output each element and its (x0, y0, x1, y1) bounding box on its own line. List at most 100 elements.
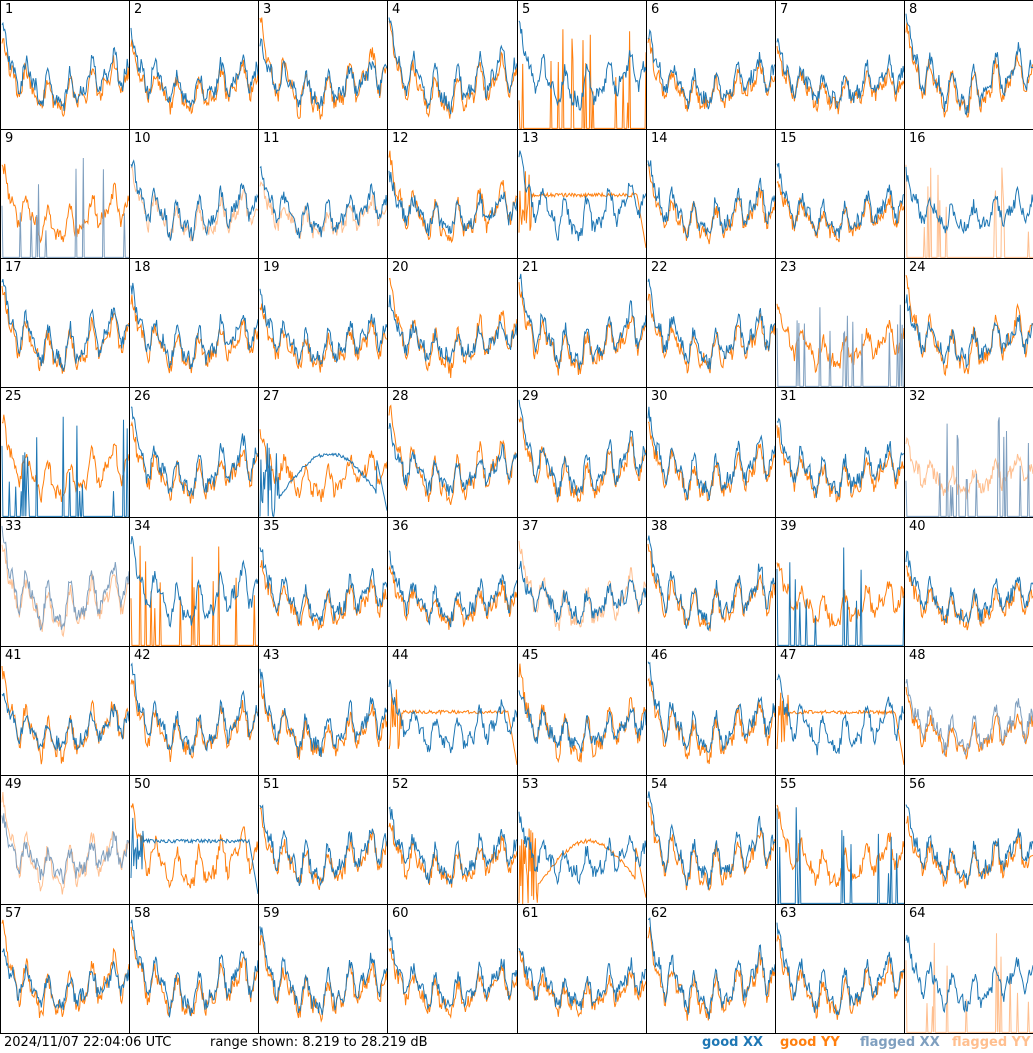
panel-2: 2 (129, 0, 259, 130)
panel-11-yy-trace (259, 181, 387, 240)
panel-label: 11 (263, 131, 280, 146)
panel-51-xx-trace (259, 804, 387, 887)
panel-label: 8 (909, 2, 918, 17)
panel-31-yy-trace (776, 425, 904, 503)
panel-label: 33 (5, 519, 22, 534)
panel-label: 64 (909, 906, 926, 921)
panel-44: 44 (387, 646, 518, 776)
panel-50: 50 (129, 775, 259, 905)
panel-34-xx-trace (130, 535, 258, 628)
panel-62-plot (647, 917, 775, 1021)
panel-label: 46 (651, 648, 668, 663)
panel-3-xx-trace (259, 37, 387, 109)
legend-flagged-yy: flagged YY (952, 1035, 1031, 1050)
panel-3-plot (259, 17, 387, 120)
panel-46-plot (647, 661, 775, 765)
panel-36: 36 (387, 517, 518, 647)
panel-53: 53 (517, 775, 647, 905)
panel-25-yy-trace (2, 414, 129, 503)
panel-1-plot (1, 21, 129, 118)
panel-29-xx-trace (518, 399, 646, 498)
panel-38-plot (647, 535, 775, 632)
panel-47-yy-trace (776, 692, 904, 765)
panel-5: 5 (517, 0, 647, 130)
panel-21: 21 (517, 258, 647, 388)
panel-26-plot (130, 406, 258, 504)
panel-18-xx-trace (130, 282, 258, 369)
panel-48-plot (905, 678, 1033, 760)
panel-label: 5 (522, 2, 531, 17)
panel-42-xx-trace (130, 662, 258, 756)
panel-47: 47 (775, 646, 905, 776)
panel-8: 8 (904, 0, 1033, 130)
panel-label: 50 (134, 777, 151, 792)
panel-20: 20 (387, 258, 518, 388)
panel-24-yy-trace (905, 274, 1033, 377)
panel-50-yy-trace (130, 803, 258, 889)
panel-12-yy-trace (388, 150, 517, 244)
panel-37-yy-trace (518, 540, 646, 631)
panel-36-plot (388, 550, 517, 630)
panel-51-plot (259, 804, 387, 890)
panel-32: 32 (904, 387, 1033, 518)
panel-14: 14 (646, 129, 776, 259)
panel-28-plot (388, 404, 517, 505)
panel-20-xx-trace (388, 294, 517, 364)
panel-58-yy-trace (130, 926, 258, 1017)
panel-24-xx-trace (905, 294, 1033, 368)
panel-46-yy-trace (647, 677, 775, 765)
panel-label: 60 (392, 906, 409, 921)
panel-34-plot (130, 535, 258, 646)
panel-label: 39 (780, 519, 797, 534)
panel-56-yy-trace (905, 815, 1033, 889)
panel-23-plot (776, 303, 904, 387)
panel-40: 40 (904, 517, 1033, 647)
panel-50-xx-trace (130, 817, 258, 894)
panel-44-yy-trace (388, 689, 517, 765)
panel-52-xx-trace (388, 806, 517, 885)
panel-53-plot (518, 811, 646, 904)
panel-53-xx-trace (518, 811, 646, 886)
panel-60-xx-trace (388, 929, 517, 1011)
panel-58-xx-trace (130, 919, 258, 1018)
panel-3-yy-trace (259, 17, 387, 120)
panel-24: 24 (904, 258, 1033, 388)
panel-9-xx-trace (1, 157, 129, 258)
panel-label: 4 (392, 2, 401, 17)
panel-51: 51 (258, 775, 388, 905)
panel-34-yy-trace (130, 545, 258, 646)
panel-33-yy-trace (1, 544, 129, 638)
panel-19-xx-trace (259, 288, 387, 366)
panel-40-yy-trace (905, 565, 1033, 631)
panel-20-yy-trace (388, 277, 517, 379)
panel-58: 58 (129, 904, 259, 1034)
panel-43-xx-trace (259, 668, 387, 758)
panel-23-xx-trace (776, 304, 904, 387)
panel-31-xx-trace (776, 417, 904, 498)
panel-label: 45 (522, 648, 539, 663)
panel-33-plot (1, 525, 129, 638)
panel-21-plot (518, 273, 646, 376)
panel-16-xx-trace (905, 166, 1033, 235)
panel-label: 20 (392, 260, 409, 275)
panel-30-yy-trace (647, 421, 775, 502)
panel-23-yy-trace (776, 303, 904, 374)
panel-label: 17 (5, 260, 22, 275)
panel-label: 19 (263, 260, 280, 275)
panel-40-plot (905, 550, 1033, 631)
panel-label: 21 (522, 260, 539, 275)
panel-64: 64 (904, 904, 1033, 1034)
panel-label: 25 (5, 389, 22, 404)
panel-59-plot (259, 926, 387, 1023)
panel-39-xx-trace (776, 547, 904, 646)
panel-49-xx-trace (1, 813, 129, 885)
panel-16-plot (905, 164, 1033, 258)
panel-61-xx-trace (518, 947, 646, 1011)
panel-30-xx-trace (647, 406, 775, 501)
panel-13-yy-trace (518, 171, 646, 248)
panel-22: 22 (646, 258, 776, 388)
panel-17-plot (1, 278, 129, 374)
panel-64-plot (905, 933, 1033, 1033)
panel-49: 49 (0, 775, 130, 905)
